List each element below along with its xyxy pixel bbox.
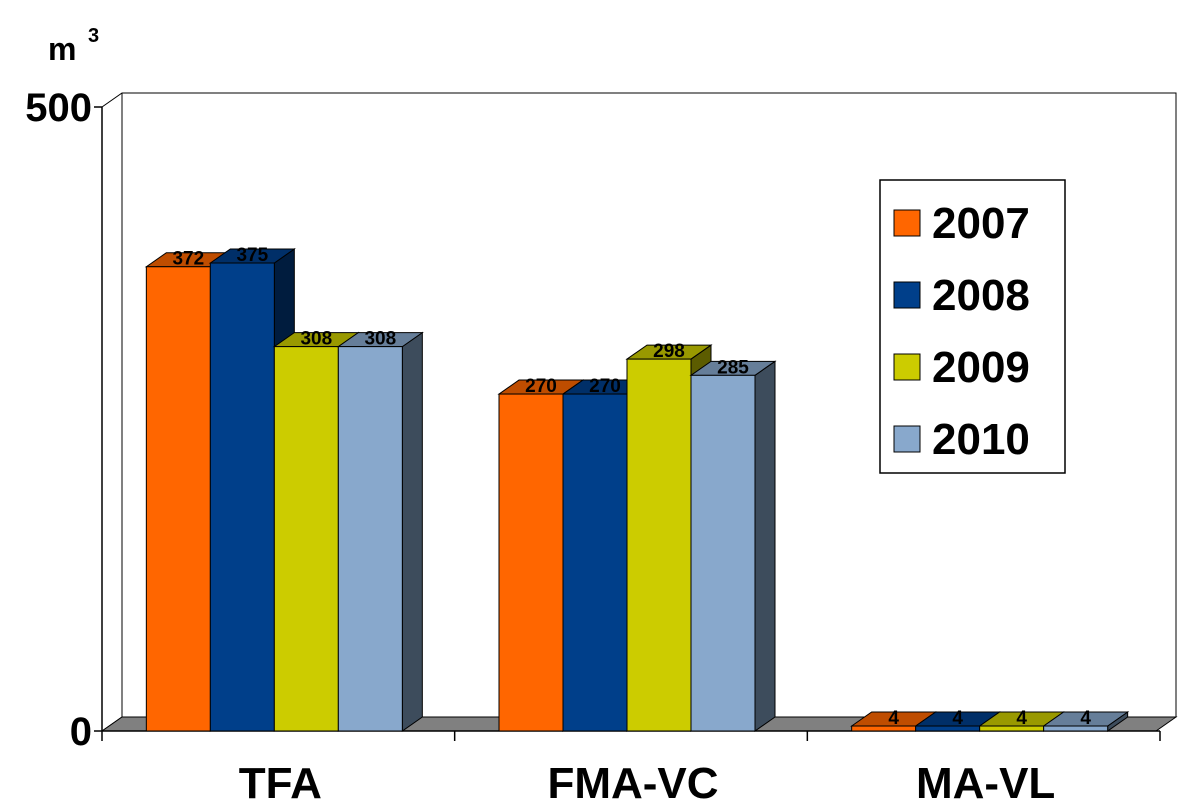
bar-side xyxy=(401,331,423,732)
bar xyxy=(145,266,211,732)
x-category-label: FMA-VC xyxy=(547,759,718,808)
legend-swatch xyxy=(893,425,921,453)
data-label: 4 xyxy=(888,708,899,729)
data-label: 4 xyxy=(952,708,963,729)
data-label: 308 xyxy=(364,329,396,350)
legend-swatch xyxy=(893,353,921,381)
bar xyxy=(979,725,1045,732)
data-label: 372 xyxy=(172,249,204,270)
bar xyxy=(851,725,917,732)
bar xyxy=(209,262,275,732)
x-category-label: TFA xyxy=(239,759,322,808)
legend: 2007 2008 2009 2010 xyxy=(879,179,1066,474)
bar xyxy=(498,393,564,732)
y-axis-unit-superscript: 3 xyxy=(88,25,99,47)
y-axis-unit-label: m xyxy=(48,31,76,67)
bar-side xyxy=(754,360,776,732)
data-label: 308 xyxy=(300,329,332,350)
y-tick-label: 0 xyxy=(70,710,92,754)
bar xyxy=(273,346,339,732)
data-label: 4 xyxy=(1080,708,1091,729)
data-label: 285 xyxy=(717,357,749,378)
legend-entry: 2008 xyxy=(932,271,1030,320)
bars xyxy=(144,248,1130,732)
bar xyxy=(1043,725,1109,732)
legend-entry: 2007 xyxy=(932,199,1030,248)
x-category-label: MA-VL xyxy=(916,759,1055,808)
legend-entry: 2010 xyxy=(932,415,1030,464)
legend-entry: 2009 xyxy=(932,343,1030,392)
axes: 0 500 TFA FMA-VC MA-VL xyxy=(25,86,1161,808)
y-tick-label: 500 xyxy=(25,86,92,130)
bar xyxy=(626,358,692,732)
bar xyxy=(337,346,403,732)
data-label: 298 xyxy=(653,341,685,362)
legend-swatch xyxy=(893,209,921,237)
bar xyxy=(915,725,981,732)
data-label: 270 xyxy=(589,376,621,397)
data-label: 270 xyxy=(525,376,557,397)
bar xyxy=(690,374,756,732)
bar xyxy=(562,393,628,732)
data-labels: 372 375 308 308 270 270 298 285 4 4 4 4 xyxy=(172,245,1091,729)
data-label: 375 xyxy=(236,245,268,266)
legend-swatch xyxy=(893,281,921,309)
data-label: 4 xyxy=(1016,708,1027,729)
